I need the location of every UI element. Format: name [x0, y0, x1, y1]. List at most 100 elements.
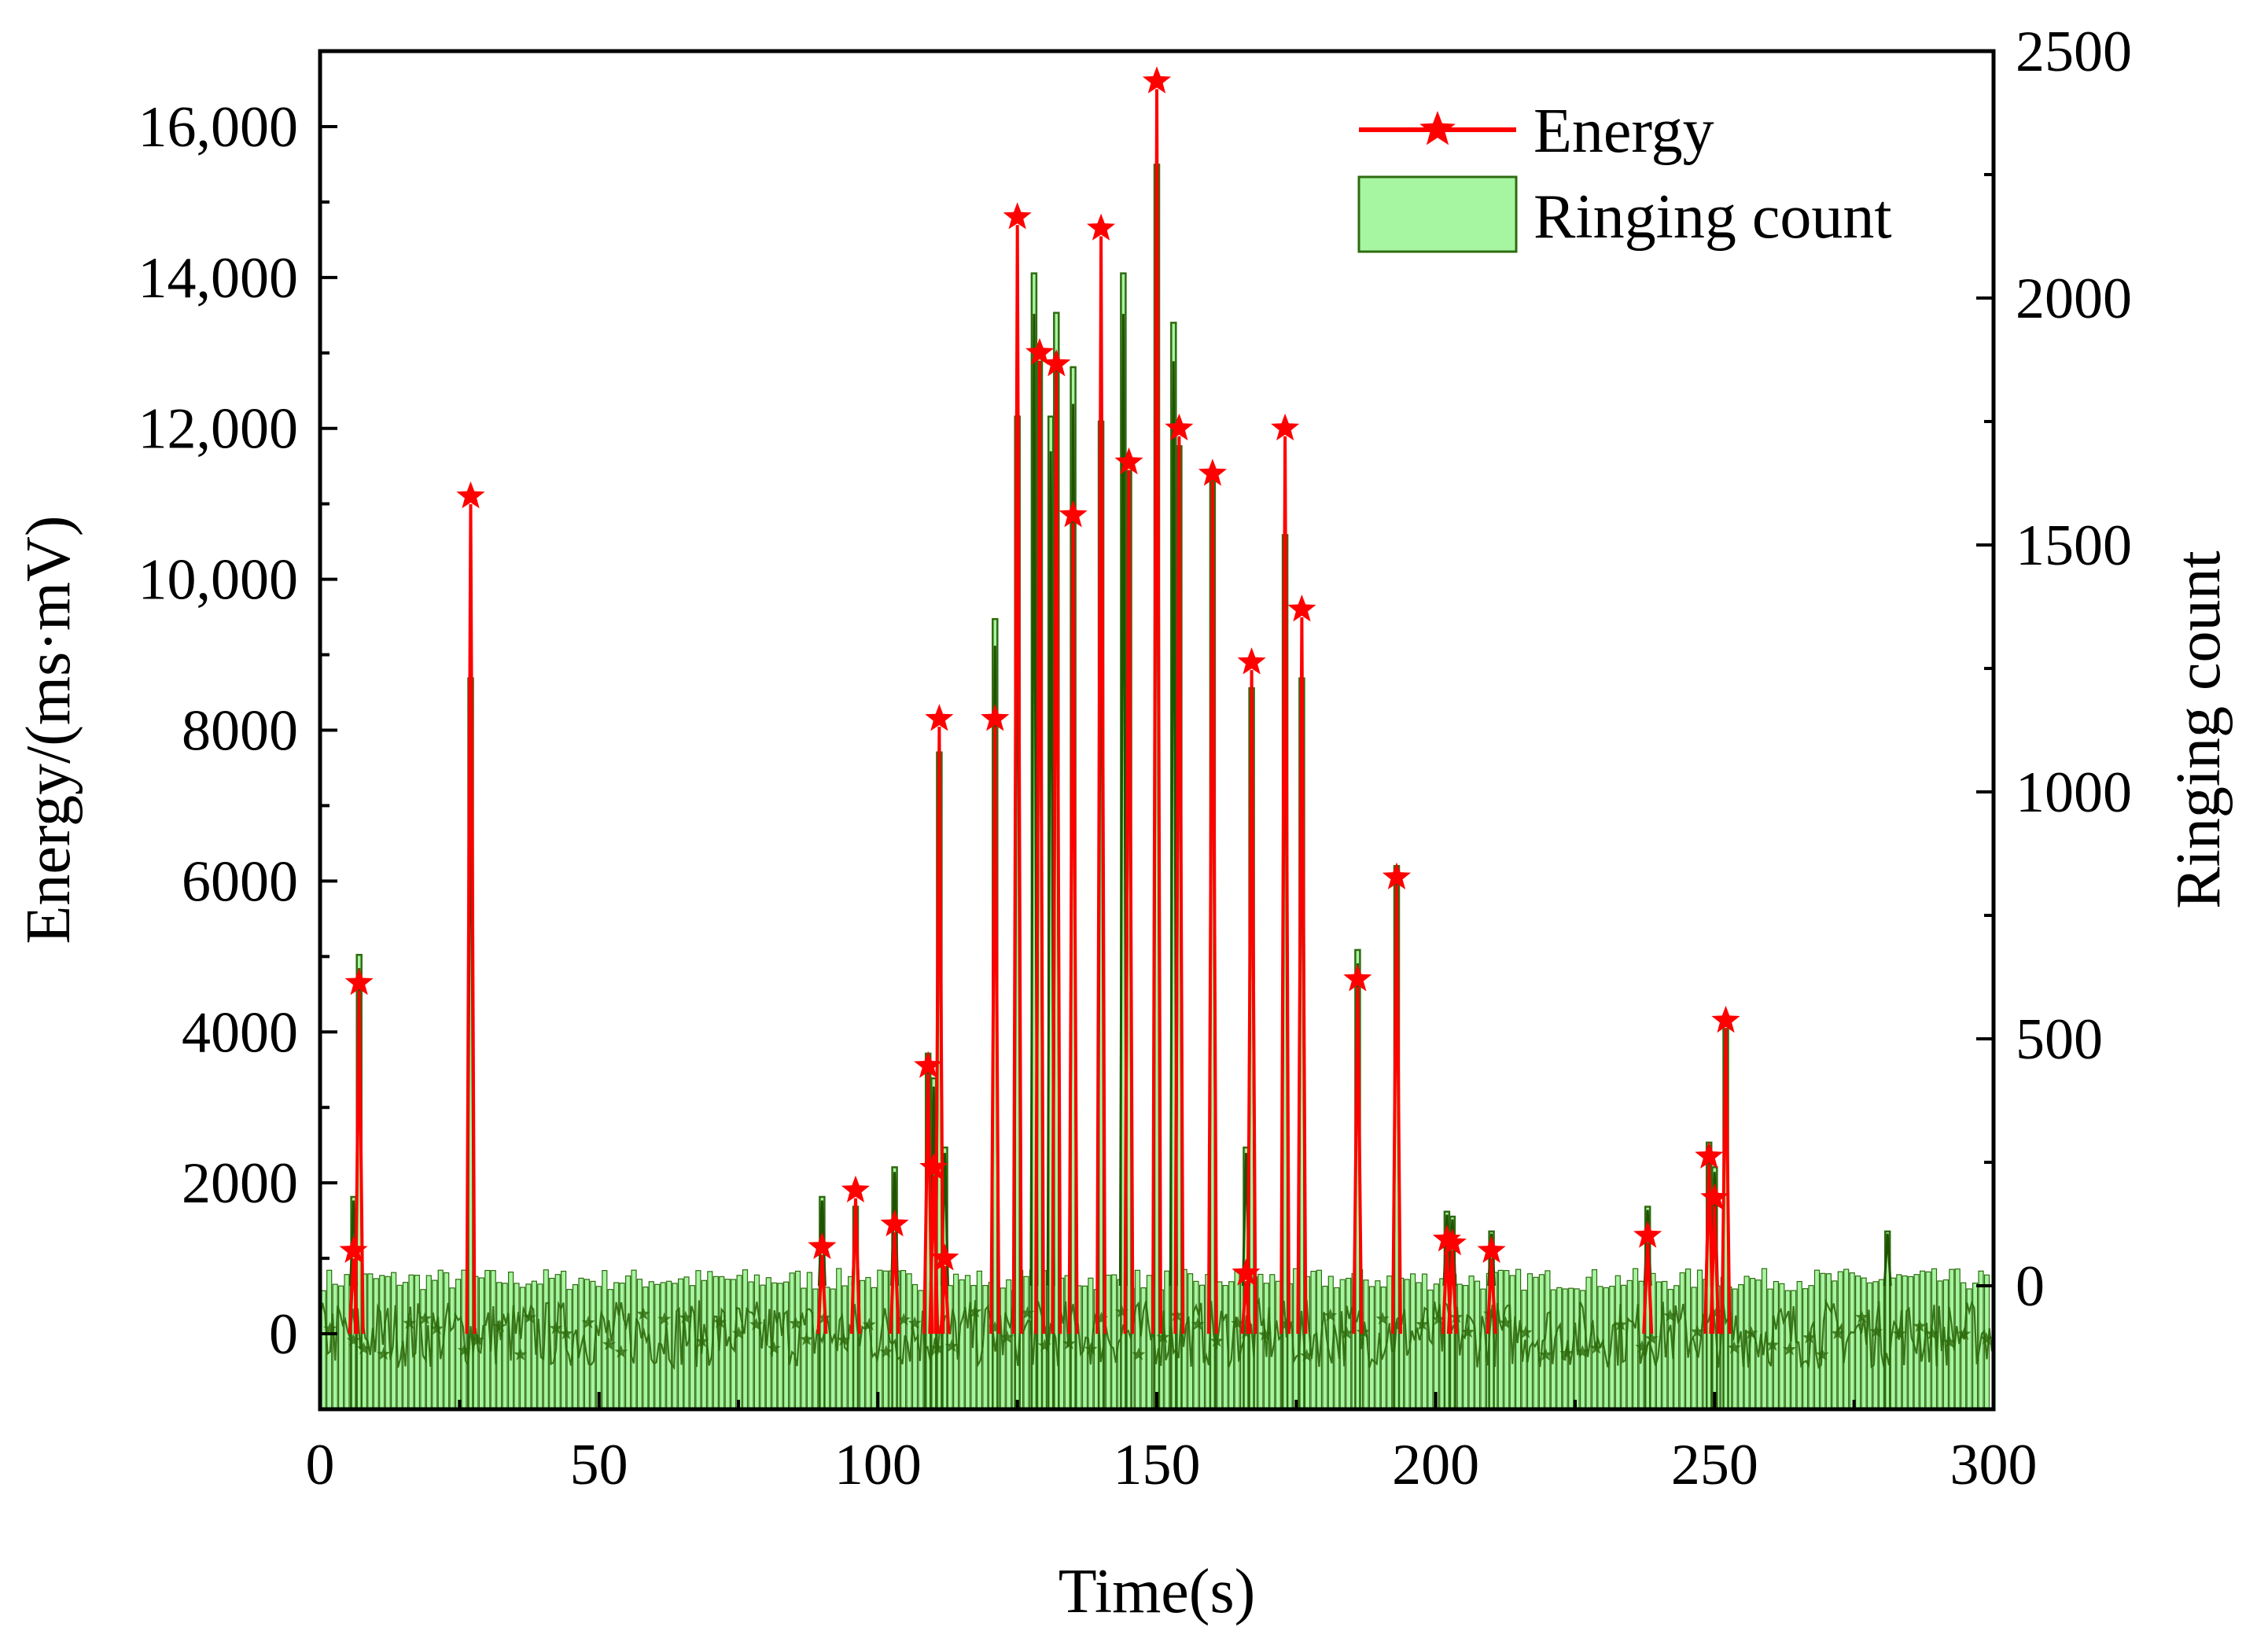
energy-spike [1296, 617, 1308, 1335]
energy-spike [1067, 523, 1079, 1335]
ringing-noise-bar [882, 1270, 889, 1410]
ringing-noise-bar [455, 1279, 462, 1410]
noise-star-marker [581, 1316, 595, 1329]
energy-spike [1051, 372, 1062, 1335]
energy-point [344, 967, 374, 996]
y-right-axis-title: Ringing count [2164, 550, 2233, 909]
noise-star-marker [377, 1347, 391, 1360]
noise-star-marker [695, 1334, 709, 1348]
ringing-noise-bar [1421, 1273, 1428, 1410]
y-left-tick-label: 6000 [182, 849, 298, 914]
noise-star-marker [837, 1333, 851, 1346]
noise-star-marker [1094, 1311, 1109, 1324]
noise-star-marker [1114, 1305, 1128, 1318]
ringing-noise-bar [595, 1286, 602, 1410]
ringing-noise-bar [444, 1272, 450, 1410]
noise-star-marker [1831, 1326, 1845, 1339]
ringing-noise-bar [707, 1271, 713, 1410]
energy-point [1087, 213, 1116, 241]
energy-point [1432, 1224, 1461, 1252]
energy-point [1003, 202, 1032, 230]
noise-star-marker [1132, 1347, 1146, 1360]
ringing-noise-bar [525, 1283, 532, 1410]
energy-point [1711, 1005, 1740, 1033]
ringing-noise-bar [344, 1274, 350, 1410]
y-left-tick-label: 10,000 [138, 548, 299, 613]
noise-star-marker [1339, 1326, 1354, 1339]
noise-star-marker [1957, 1327, 1972, 1340]
noise-star-marker [1854, 1310, 1869, 1324]
noise-star-marker [930, 1341, 944, 1354]
noise-star-marker [1037, 1338, 1051, 1352]
ringing-noise-bar [1526, 1273, 1533, 1410]
x-tick-label: 300 [1950, 1433, 2038, 1497]
ringing-noise-bar [1626, 1279, 1633, 1410]
y-left-axis-title: Energy/(ms·mV) [14, 515, 83, 944]
x-tick-label: 0 [306, 1433, 335, 1497]
y-left-tick-label: 12,000 [138, 397, 299, 462]
legend-energy-label: Energy [1533, 97, 1714, 166]
noise-star-marker [1258, 1327, 1272, 1341]
x-axis-title: Time(s) [1059, 1557, 1255, 1626]
energy-point [1438, 1228, 1467, 1256]
energy-spike [1391, 885, 1402, 1335]
ringing-noise-bar [636, 1279, 643, 1410]
noise-star-marker [1231, 1316, 1245, 1330]
energy-point [925, 704, 954, 731]
ringing-noise-bar [484, 1269, 491, 1410]
ringing-noise-bar [619, 1282, 625, 1410]
noise-star-marker [471, 1333, 485, 1346]
ringing-noise-bar [1346, 1277, 1352, 1410]
ringing-noise-bar [642, 1286, 649, 1410]
ringing-noise-bar [959, 1279, 965, 1410]
noise-star-marker [1727, 1340, 1741, 1354]
y-left-tick-label: 14,000 [138, 246, 299, 311]
ringing-noise-bar [801, 1287, 807, 1410]
energy-point [1343, 964, 1372, 992]
noise-star-marker [1913, 1319, 1927, 1332]
noise-star-marker [1156, 1330, 1170, 1343]
ringing-noise-bar [1462, 1284, 1469, 1410]
x-tick-label: 100 [834, 1433, 922, 1497]
ringing-noise-bar [830, 1288, 836, 1410]
energy-point [1025, 337, 1055, 366]
ringing-noise-bar [1750, 1277, 1756, 1410]
ringing-noise-bar [1146, 1275, 1153, 1410]
noise-star-marker [1279, 1316, 1294, 1330]
ringing-noise-bar [514, 1283, 520, 1410]
x-tick-label: 50 [570, 1433, 628, 1497]
energy-spike [465, 504, 477, 1335]
y-left-tick-label: 4000 [182, 1000, 298, 1065]
ringing-noise-bar [566, 1288, 573, 1410]
energy-point [1477, 1235, 1506, 1263]
ringing-noise-bar [1193, 1280, 1199, 1410]
noise-star-marker [602, 1337, 616, 1350]
noise-star-marker [944, 1338, 959, 1353]
energy-point [1237, 647, 1266, 675]
energy-spike [1352, 987, 1364, 1335]
noise-star-marker [1802, 1331, 1817, 1344]
noise-star-marker [1690, 1324, 1704, 1338]
energy-point [1142, 66, 1172, 94]
noise-star-marker [1589, 1341, 1603, 1354]
energy-spike [889, 1232, 900, 1335]
noise-star-marker [418, 1311, 432, 1325]
ringing-noise-bar [736, 1275, 742, 1410]
ringing-noise-bar [1832, 1280, 1838, 1410]
energy-spike [933, 727, 945, 1335]
ringing-noise-bar [1896, 1274, 1902, 1410]
energy-point [1198, 458, 1227, 486]
noise-star-marker [1559, 1346, 1574, 1360]
x-tick-label: 150 [1114, 1433, 1201, 1497]
noise-star-marker [1539, 1347, 1553, 1361]
ringing-noise-bar [1556, 1287, 1563, 1410]
ringing-noise-bar [976, 1270, 983, 1410]
noise-star-marker [357, 1342, 371, 1355]
ringing-noise-bar [1802, 1288, 1809, 1410]
noise-star-marker [908, 1316, 922, 1329]
noise-star-marker [1614, 1317, 1628, 1331]
noise-star-marker [1942, 1335, 1957, 1348]
ringing-noise-bar [789, 1272, 795, 1410]
legend-ringing-label: Ringing count [1533, 182, 1892, 252]
